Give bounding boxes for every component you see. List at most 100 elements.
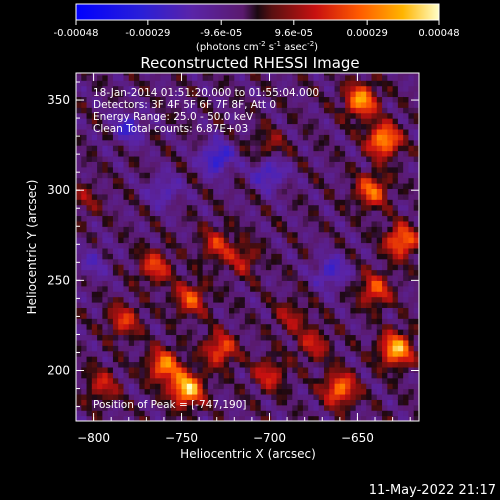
heatmap-cell	[160, 242, 167, 249]
heatmap-cell	[97, 123, 103, 130]
heatmap-cell	[213, 220, 220, 227]
heatmap-cell	[170, 155, 177, 162]
heatmap-cell	[292, 296, 299, 303]
heatmap-cell	[160, 118, 167, 125]
heatmap-cell	[76, 274, 82, 281]
heatmap-cell	[297, 312, 304, 319]
heatmap-cell	[244, 139, 251, 146]
heatmap-cell	[165, 85, 172, 92]
heatmap-cell	[339, 366, 346, 373]
heatmap-cell	[376, 237, 383, 244]
heatmap-cell	[408, 329, 415, 336]
heatmap-cell	[170, 85, 177, 92]
heatmap-cell	[287, 145, 293, 152]
heatmap-cell	[123, 307, 130, 314]
heatmap-cell	[123, 161, 130, 168]
heatmap-cell	[165, 150, 172, 157]
heatmap-cell	[397, 393, 404, 400]
heatmap-cell	[250, 264, 257, 271]
heatmap-cell	[134, 318, 140, 325]
heatmap-cell	[213, 253, 220, 260]
heatmap-cell	[186, 166, 193, 173]
heatmap-cell	[308, 155, 315, 162]
heatmap-cell	[376, 301, 383, 308]
heatmap-cell	[134, 350, 140, 357]
heatmap-cell	[350, 112, 357, 119]
heatmap-cell	[297, 404, 304, 411]
heatmap-cell	[170, 269, 177, 276]
heatmap-cell	[308, 145, 315, 152]
heatmap-cell	[265, 80, 272, 87]
heatmap-cell	[297, 123, 304, 130]
heatmap-cell	[144, 128, 151, 135]
heatmap-cell	[276, 383, 283, 390]
heatmap-cell	[403, 73, 410, 76]
heatmap-cell	[186, 388, 193, 395]
heatmap-cell	[160, 388, 167, 395]
heatmap-cell	[102, 85, 109, 92]
heatmap-cell	[218, 253, 225, 260]
heatmap-cell	[339, 404, 346, 411]
heatmap-cell	[160, 182, 167, 189]
heatmap-cell	[250, 366, 257, 373]
heatmap-cell	[181, 372, 188, 379]
heatmap-cell	[265, 280, 272, 287]
heatmap-cell	[223, 237, 230, 244]
heatmap-cell	[107, 345, 114, 352]
heatmap-cell	[155, 118, 162, 125]
heatmap-cell	[339, 91, 346, 98]
heatmap-cell	[260, 199, 267, 206]
heatmap-cell	[139, 172, 146, 179]
heatmap-cell	[218, 220, 225, 227]
heatmap-cell	[255, 334, 262, 341]
heatmap-cell	[213, 388, 220, 395]
heatmap-cell	[76, 139, 82, 146]
heatmap-cell	[276, 182, 283, 189]
heatmap-cell	[134, 112, 140, 119]
heatmap-cell	[112, 318, 119, 325]
heatmap-cell	[287, 242, 293, 249]
heatmap-cell	[160, 128, 167, 135]
heatmap-cell	[382, 91, 388, 98]
heatmap-cell	[271, 107, 278, 114]
heatmap-cell	[91, 107, 98, 114]
heatmap-cell	[345, 74, 351, 81]
heatmap-cell	[218, 134, 225, 141]
heatmap-cell	[366, 85, 373, 92]
heatmap-cell	[345, 204, 351, 211]
heatmap-cell	[91, 226, 98, 233]
heatmap-cell	[170, 210, 177, 217]
heatmap-cell	[149, 139, 156, 146]
heatmap-cell	[313, 393, 320, 400]
heatmap-cell	[271, 182, 278, 189]
heatmap-cell	[297, 393, 304, 400]
heatmap-cell	[287, 247, 293, 254]
heatmap-cell	[366, 383, 373, 390]
heatmap-cell	[308, 242, 315, 249]
heatmap-cell	[207, 253, 214, 260]
heatmap-cell	[165, 274, 172, 281]
heatmap-cell	[255, 220, 262, 227]
heatmap-cell	[149, 269, 156, 276]
heatmap-cell	[360, 155, 367, 162]
heatmap-cell	[350, 415, 357, 421]
heatmap-cell	[128, 74, 135, 81]
colorbar-tick-label: -9.6e-05	[200, 28, 242, 39]
heatmap-cell	[255, 182, 262, 189]
heatmap-cell	[76, 264, 82, 271]
heatmap-cell	[123, 112, 130, 119]
heatmap-cell	[223, 280, 230, 287]
heatmap-cell	[408, 366, 415, 373]
heatmap-cell	[128, 204, 135, 211]
heatmap-cell	[255, 226, 262, 233]
heatmap-cell	[81, 285, 88, 292]
heatmap-cell	[144, 134, 151, 141]
heatmap-cell	[112, 269, 119, 276]
heatmap-cell	[413, 85, 419, 92]
heatmap-cell	[324, 188, 330, 195]
heatmap-cell	[155, 350, 162, 357]
heatmap-cell	[218, 247, 225, 254]
heatmap-cell	[81, 215, 88, 222]
heatmap-cell	[329, 312, 336, 319]
heatmap-cell	[107, 123, 114, 130]
